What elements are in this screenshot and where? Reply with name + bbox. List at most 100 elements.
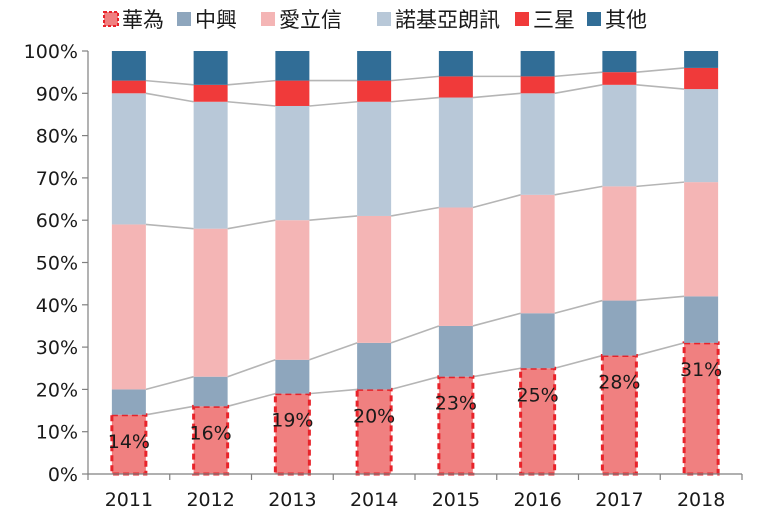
bar-三星-2017 (602, 72, 637, 85)
bar-其他-2011 (111, 51, 146, 81)
connector-line (636, 67, 685, 73)
bar-中興-2018 (684, 296, 719, 343)
connector-line (227, 79, 276, 86)
bar-中興-2013 (275, 359, 310, 394)
data-label: 20% (353, 405, 395, 427)
connector-line (145, 223, 194, 230)
legend-swatch (587, 12, 601, 26)
connector-line (309, 215, 358, 221)
connector-line (390, 325, 440, 344)
y-tick-label: 60% (36, 210, 78, 232)
connector-line (145, 92, 194, 103)
data-label: 28% (598, 372, 640, 394)
x-tick-label: 2018 (677, 489, 725, 511)
bar-愛立信-2016 (520, 194, 555, 314)
connector-line (309, 388, 358, 395)
bar-三星-2015 (438, 76, 473, 98)
connector-line (636, 342, 685, 357)
bar-中興-2015 (438, 325, 473, 377)
data-label: 19% (271, 410, 313, 432)
legend-label: 中興 (195, 8, 237, 32)
connector-line (227, 359, 276, 378)
bar-中興-2014 (357, 342, 392, 390)
x-tick-label: 2017 (595, 489, 643, 511)
connector-line (309, 342, 358, 361)
connector-line (554, 299, 603, 315)
connector-line (390, 375, 440, 391)
connector-line (636, 181, 685, 188)
connector-line (145, 405, 194, 416)
bar-其他-2014 (357, 51, 392, 81)
legend-label: 諾基亞朗訊 (395, 8, 500, 32)
legend-swatch (103, 11, 119, 27)
bar-其他-2013 (275, 51, 310, 81)
data-labels: 14% 16% 19% 20% 23% 25% 28% 31% (108, 359, 722, 453)
bar-其他-2015 (438, 51, 473, 77)
connector-line (391, 75, 439, 82)
y-tick-label: 70% (36, 168, 78, 190)
connector-lines (145, 67, 685, 416)
bar-諾基亞朗訊-2018 (684, 89, 719, 183)
connector-line (145, 79, 194, 86)
bar-中興-2017 (602, 300, 637, 356)
x-tick-label: 2011 (105, 489, 153, 511)
bar-諾基亞朗訊-2016 (520, 93, 555, 195)
data-label: 31% (680, 359, 722, 381)
connector-line (145, 375, 194, 391)
bar-三星-2016 (520, 76, 555, 94)
bar-愛立信-2011 (111, 224, 146, 390)
data-label: 16% (190, 422, 232, 444)
bar-三星-2018 (684, 67, 719, 90)
data-label: 14% (108, 431, 150, 453)
legend: 華為 中興 愛立信 諾基亞朗訊 三星 其他 (103, 8, 647, 32)
connector-line (309, 100, 358, 107)
bar-諾基亞朗訊-2013 (275, 105, 310, 221)
bar-華為-2011 (110, 413, 148, 476)
x-tick-label: 2016 (513, 489, 561, 511)
y-tick-label: 0% (48, 464, 78, 486)
connector-line (472, 312, 521, 327)
connector-line (554, 71, 603, 78)
legend-label: 三星 (533, 8, 575, 32)
connector-line (554, 185, 603, 196)
y-tick-label: 90% (36, 83, 78, 105)
bar-其他-2012 (193, 51, 228, 85)
legend-swatch (377, 12, 391, 26)
bar-華為-2014 (355, 387, 393, 476)
bar-愛立信-2014 (357, 215, 392, 343)
bar-華為-2017 (600, 354, 638, 476)
bars (110, 51, 720, 476)
bar-三星-2013 (275, 80, 310, 106)
bar-三星-2011 (111, 80, 146, 94)
connector-line (472, 367, 521, 378)
connector-line (554, 84, 603, 95)
connector-line (227, 219, 276, 230)
connector-line (472, 92, 521, 99)
legend-label: 愛立信 (279, 8, 342, 32)
bar-中興-2011 (111, 389, 146, 415)
bar-諾基亞朗訊-2015 (438, 97, 473, 208)
bar-中興-2016 (520, 313, 555, 369)
connector-line (472, 194, 521, 209)
bar-其他-2017 (602, 51, 637, 73)
connector-line (227, 100, 276, 107)
bar-諾基亞朗訊-2014 (357, 101, 392, 216)
connector-line (636, 84, 685, 90)
legend-swatch (261, 12, 275, 26)
y-tick-label: 30% (36, 337, 78, 359)
bar-華為-2013 (273, 392, 311, 476)
y-tick-label: 100% (24, 41, 78, 63)
y-tick-label: 40% (36, 295, 78, 317)
legend-label: 其他 (605, 8, 647, 32)
x-tick-label: 2013 (268, 489, 316, 511)
connector-line (391, 96, 439, 103)
bar-愛立信-2013 (275, 220, 310, 360)
bar-三星-2014 (357, 80, 392, 102)
legend-label: 華為 (122, 8, 164, 32)
bar-三星-2012 (193, 84, 228, 102)
bar-愛立信-2012 (193, 228, 228, 377)
bar-愛立信-2017 (602, 186, 637, 301)
y-tick-label: 10% (36, 422, 78, 444)
bar-愛立信-2015 (438, 207, 473, 326)
